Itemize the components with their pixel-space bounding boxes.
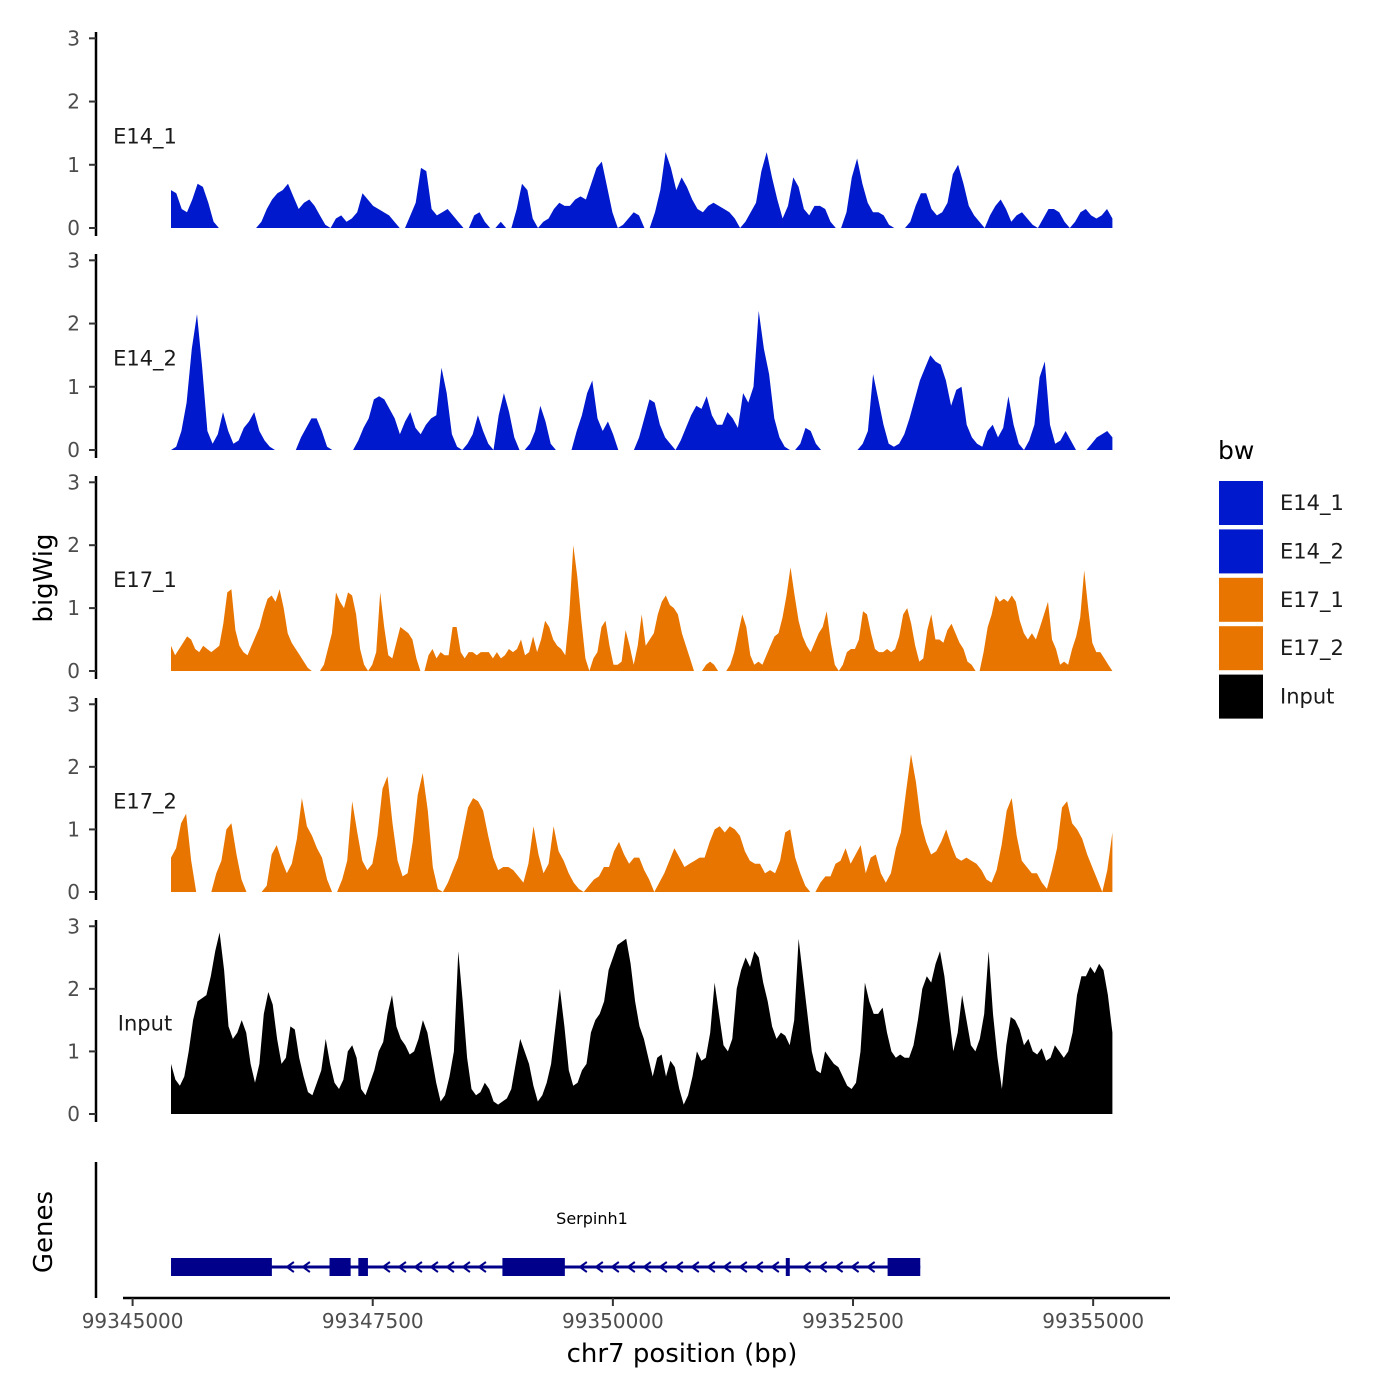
x-axis: 99345000 99347500 99350000 99352500 99355000 — [82, 1296, 1170, 1333]
strand-arrow — [285, 1261, 295, 1273]
signal-tracks — [171, 152, 1113, 1114]
legend: bw E14_1 E14_2 E17_1 E17_2 Input — [1218, 436, 1344, 719]
track-label-input: Input — [118, 1011, 172, 1035]
signal-area-input — [171, 932, 1113, 1114]
legend-label-e14-2: E14_2 — [1280, 539, 1344, 564]
y-tick-label: 1 — [67, 153, 80, 177]
strand-arrow — [817, 1261, 828, 1273]
strand-arrow — [477, 1261, 487, 1273]
signal-area-e17-2 — [171, 754, 1113, 892]
strand-arrow — [626, 1261, 636, 1273]
y-tick-label: 0 — [67, 880, 80, 904]
legend-label-input: Input — [1280, 685, 1334, 709]
strand-arrow — [706, 1261, 716, 1273]
legend-swatch-e14-2 — [1219, 529, 1263, 574]
track-labels: E14_1 E14_2 E17_1 E17_2 Input — [113, 124, 177, 1035]
y-tick-label: 2 — [67, 533, 80, 557]
y-axis-title: bigWig — [29, 533, 59, 622]
legend-label-e17-2: E17_2 — [1280, 636, 1344, 661]
strand-arrow — [674, 1261, 684, 1273]
y-tick-label: 2 — [67, 977, 80, 1001]
strand-arrow — [754, 1261, 764, 1273]
strand-arrow — [461, 1261, 471, 1273]
strand-arrow — [642, 1261, 652, 1273]
gene-label: Serpinh1 — [556, 1209, 628, 1228]
x-tick-label: 99352500 — [802, 1309, 904, 1333]
y-tick-label: 0 — [67, 1102, 80, 1126]
x-axis-title: chr7 position (bp) — [567, 1339, 798, 1369]
y-axes: 0 1 2 3 0 1 2 3 0 1 2 3 0 1 2 3 0 1 2 3 — [67, 26, 98, 1126]
signal-area-e14-2 — [171, 310, 1113, 450]
y-tick-label: 3 — [67, 692, 80, 716]
gene-track: Serpinh1 — [171, 1209, 921, 1276]
x-tick-label: 99347500 — [322, 1309, 424, 1333]
y-tick-label: 1 — [67, 375, 80, 399]
strand-arrow — [690, 1261, 700, 1273]
gene-exon — [785, 1258, 790, 1276]
gene-exon — [329, 1258, 351, 1276]
y-tick-label: 1 — [67, 1039, 80, 1063]
legend-swatch-e17-1 — [1219, 577, 1263, 622]
y-tick-label: 1 — [67, 817, 80, 841]
y-tick-label: 0 — [67, 216, 80, 240]
strand-arrow — [833, 1261, 844, 1273]
strand-arrow — [594, 1261, 604, 1273]
track-label-e14-2: E14_2 — [113, 346, 177, 371]
signal-area-e17-1 — [171, 545, 1113, 671]
strand-arrow — [397, 1261, 407, 1273]
signal-area-e14-1 — [171, 152, 1113, 228]
track-label-e17-2: E17_2 — [113, 789, 177, 814]
strand-arrow — [413, 1261, 423, 1273]
strand-arrow — [770, 1261, 780, 1273]
strand-arrow — [738, 1261, 748, 1273]
y-tick-label: 2 — [67, 312, 80, 336]
x-tick-label: 99350000 — [562, 1309, 664, 1333]
legend-swatch-e17-2 — [1219, 626, 1263, 671]
y-tick-label: 1 — [67, 596, 80, 620]
y-tick-label: 0 — [67, 659, 80, 683]
strand-arrow — [610, 1261, 620, 1273]
strand-arrow — [445, 1261, 455, 1273]
track-label-e17-1: E17_1 — [113, 568, 177, 593]
gene-exon — [358, 1258, 368, 1276]
strand-arrow — [801, 1261, 812, 1273]
y-tick-label: 0 — [67, 438, 80, 462]
legend-swatch-input — [1219, 674, 1263, 719]
x-tick-label: 99345000 — [82, 1309, 184, 1333]
x-tick-label: 99355000 — [1042, 1309, 1144, 1333]
legend-label-e17-1: E17_1 — [1280, 588, 1344, 613]
strand-arrow — [429, 1261, 439, 1273]
y-tick-label: 2 — [67, 755, 80, 779]
strand-arrow — [381, 1261, 391, 1273]
gene-exon — [171, 1258, 272, 1276]
legend-label-e14-1: E14_1 — [1280, 491, 1344, 516]
y-tick-label: 3 — [67, 470, 80, 494]
strand-arrow — [658, 1261, 668, 1273]
y-tick-label: 3 — [67, 914, 80, 938]
legend-title: bw — [1218, 436, 1254, 465]
genes-axis-title: Genes — [29, 1191, 59, 1273]
gene-exon — [887, 1258, 921, 1276]
strand-arrow — [301, 1261, 311, 1273]
legend-swatch-e14-1 — [1219, 481, 1263, 525]
strand-arrow — [849, 1261, 860, 1273]
y-tick-label: 2 — [67, 90, 80, 114]
y-tick-label: 3 — [67, 26, 80, 50]
strand-arrow — [578, 1261, 588, 1273]
track-label-e14-1: E14_1 — [113, 124, 177, 149]
gene-exon — [502, 1258, 565, 1276]
strand-arrow — [722, 1261, 732, 1273]
y-tick-label: 3 — [67, 248, 80, 272]
strand-arrow — [865, 1261, 876, 1273]
